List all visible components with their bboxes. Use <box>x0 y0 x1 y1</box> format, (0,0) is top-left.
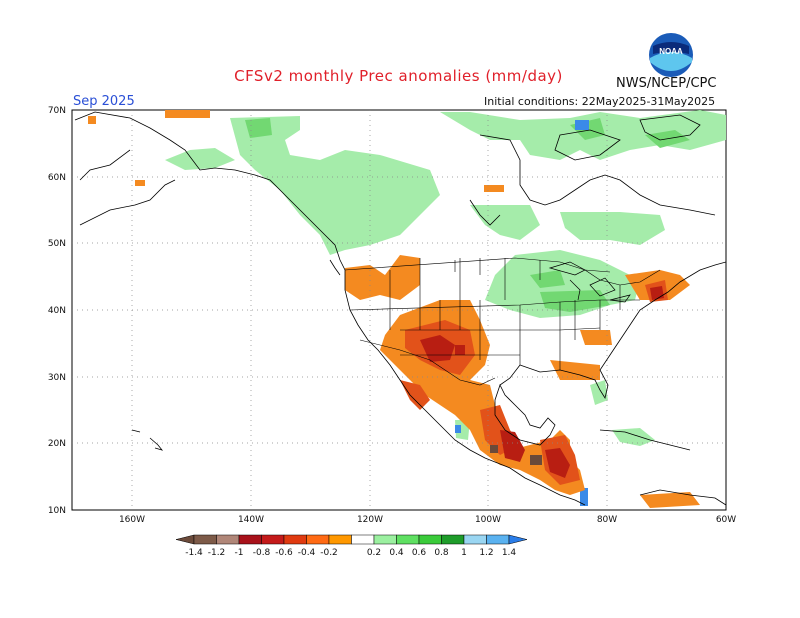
colorbar-swatch <box>216 534 240 545</box>
latitude-labels: 70N 60N 50N 40N 30N 20N 10N <box>48 106 66 516</box>
agency-label: NWS/NCEP/CPC <box>616 76 717 91</box>
colorbar-swatch <box>261 534 285 545</box>
lon-label: 160W <box>119 515 145 525</box>
wet-anomaly-strong <box>245 118 690 312</box>
colorbar-label: 0.2 <box>367 548 381 558</box>
lat-label: 70N <box>48 106 66 116</box>
colorbar-label: -0.6 <box>275 548 293 558</box>
colorbar-swatch <box>373 534 397 545</box>
colorbar-swatch <box>306 534 330 545</box>
colorbar-swatch <box>328 534 352 545</box>
colorbar-right-arrow <box>508 534 528 545</box>
colorbar-swatch <box>418 534 442 545</box>
forecast-month-label: Sep 2025 <box>73 94 135 109</box>
colorbar-left-arrow <box>175 534 195 545</box>
colorbar-label: 0.4 <box>389 548 404 558</box>
lon-label: 140W <box>238 515 264 525</box>
lat-label: 40N <box>48 306 66 316</box>
colorbar-label: 1.2 <box>479 548 493 558</box>
lat-label: 30N <box>48 373 66 383</box>
colorbar-swatch <box>441 534 465 545</box>
colorbar-swatch <box>486 534 510 545</box>
longitude-labels: 160W 140W 120W 100W 80W 60W <box>119 515 736 525</box>
lat-label: 50N <box>48 239 66 249</box>
colorbar-swatch <box>283 534 307 545</box>
colorbar-label: -1.4 <box>185 548 203 558</box>
state-boundaries <box>344 257 661 386</box>
colorbar-swatch <box>238 534 262 545</box>
initial-conditions-label: Initial conditions: 22May2025-31May2025 <box>484 95 716 108</box>
colorbar-legend: -1.4 -1.2 -1 -0.8 -0.6 -0.4 -0.2 0.2 0.4 0.6 0.8 1 1… <box>175 534 528 558</box>
colorbar-label: -0.8 <box>253 548 271 558</box>
noaa-logo-icon: NOAA <box>649 33 693 77</box>
map-title: CFSv2 monthly Prec anomalies (mm/day) <box>234 67 563 85</box>
coastlines <box>74 111 726 506</box>
lon-label: 60W <box>716 515 736 525</box>
lon-label: 120W <box>357 515 383 525</box>
lat-label: 20N <box>48 439 66 449</box>
gridlines <box>72 110 726 510</box>
wet-anomaly-blue <box>455 120 589 506</box>
colorbar-label: -0.2 <box>320 548 338 558</box>
colorbar-swatch <box>351 534 375 545</box>
lon-label: 100W <box>475 515 501 525</box>
colorbar-label: 0.6 <box>412 548 427 558</box>
colorbar-label: -1.2 <box>208 548 226 558</box>
lat-label: 60N <box>48 173 66 183</box>
colorbar-label: -0.4 <box>298 548 316 558</box>
colorbar-label: -1 <box>235 548 244 558</box>
colorbar-label: 1 <box>461 548 467 558</box>
colorbar-label: 0.8 <box>434 548 449 558</box>
colorbar-swatch <box>193 534 217 545</box>
colorbar-swatch <box>463 534 487 545</box>
colorbar-label: 1.4 <box>502 548 517 558</box>
logo-text: NOAA <box>659 47 683 56</box>
dry-anomaly-brown <box>490 445 542 465</box>
lat-label: 10N <box>48 506 66 516</box>
great-lakes <box>548 261 631 303</box>
colorbar-swatch <box>396 534 420 545</box>
lon-label: 80W <box>597 515 617 525</box>
